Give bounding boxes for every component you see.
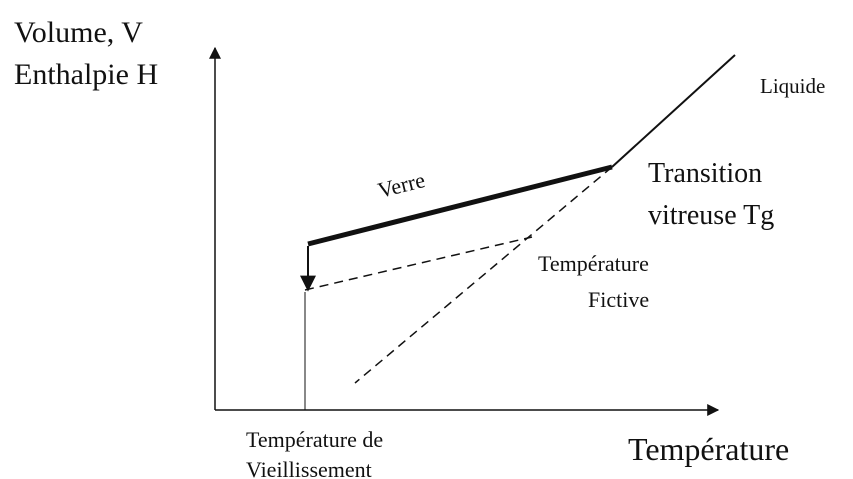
- y-label: Volume, V: [14, 16, 143, 49]
- glass-line: [307, 164, 613, 247]
- aging-label: Température de: [246, 427, 383, 452]
- y-label: Enthalpie H: [14, 58, 158, 91]
- glass-label: Verre: [375, 167, 427, 203]
- liquid-line: [611, 54, 736, 168]
- fictive-label: Fictive: [588, 287, 649, 312]
- aged-glass-line: [304, 236, 533, 291]
- x-label: Température: [628, 431, 789, 467]
- transition-label: Transition: [648, 158, 762, 189]
- aging-label: Vieillissement: [246, 457, 372, 479]
- transition-label: vitreuse Tg: [648, 200, 774, 231]
- fictive-label: Température: [538, 251, 649, 276]
- liquid-extrapolation: [354, 166, 613, 384]
- liquid-label: Liquide: [760, 74, 825, 98]
